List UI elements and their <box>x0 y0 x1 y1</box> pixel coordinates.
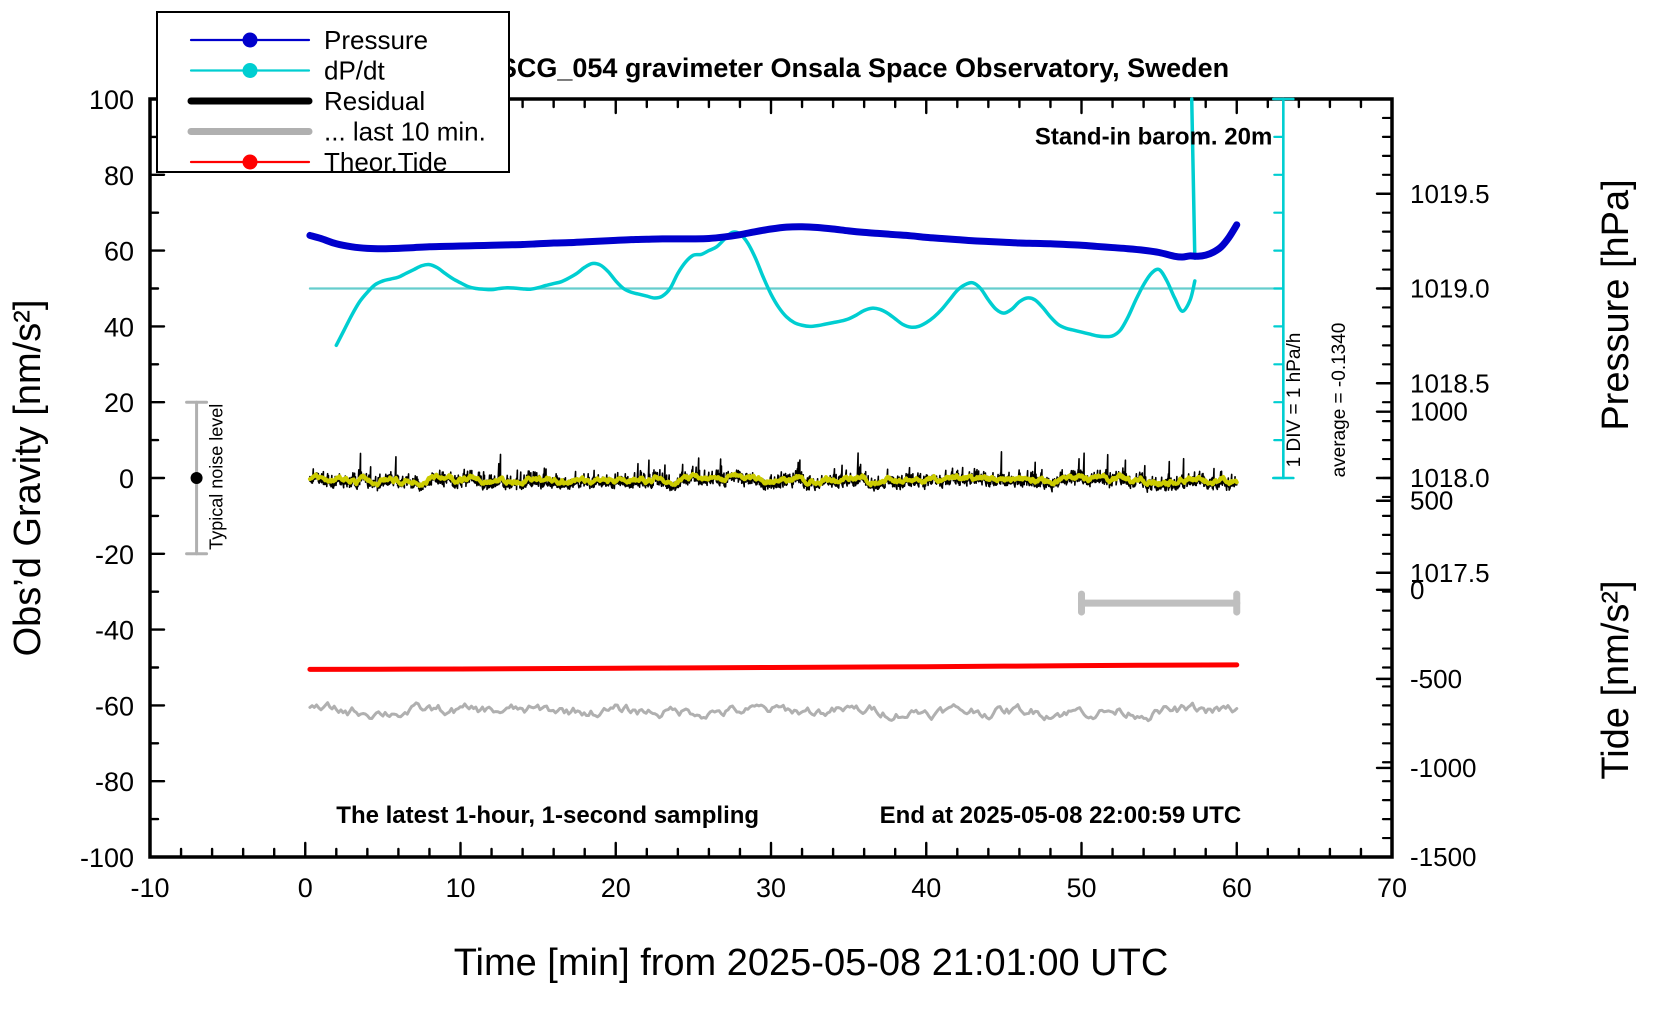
x-tick-label: 70 <box>1377 873 1407 903</box>
legend-label-1: dP/dt <box>324 56 385 86</box>
y-tick-label: -20 <box>95 540 134 570</box>
y-tick-label: -80 <box>95 767 134 797</box>
end-time-label: End at 2025-05-08 22:00:59 UTC <box>880 802 1242 829</box>
pressure-tick-label: 1018.0 <box>1410 463 1490 493</box>
tide-tick-label: 0 <box>1410 575 1424 605</box>
tide-tick-label: -1500 <box>1410 842 1477 872</box>
theor-tide-trace <box>307 662 1240 672</box>
x-tick-label: -10 <box>130 873 169 903</box>
chart-title: SCG_054 gravimeter Onsala Space Observat… <box>499 53 1229 83</box>
legend-label-4: Theor.Tide <box>324 147 447 177</box>
sampling-note-label: The latest 1-hour, 1-second sampling <box>336 802 759 829</box>
legend-label-2: Residual <box>324 86 425 116</box>
x-axis-title: Time [min] from 2025-05-08 21:01:00 UTC <box>454 942 1169 984</box>
tide-tick-label: -1000 <box>1410 753 1477 783</box>
y-tick-label: -60 <box>95 691 134 721</box>
y-tick-label: -100 <box>80 843 134 873</box>
dpdt-trace-spike <box>1189 97 1197 260</box>
tide-tick-label: 1000 <box>1410 397 1468 427</box>
tide-tick-label: 500 <box>1410 486 1453 516</box>
legend-marker-1 <box>242 63 258 78</box>
noise-errorbar-point <box>190 472 203 484</box>
residual-smoothed-trace <box>307 471 1239 488</box>
stand-in-barometer-label: Stand-in barom. 20m <box>1035 123 1272 150</box>
x-tick-label: 40 <box>911 873 941 903</box>
pressure-tick-label: 1019.5 <box>1410 179 1490 209</box>
y-axis-title-tide: Tide [nm/s²] <box>1595 580 1637 779</box>
legend-box <box>156 11 510 173</box>
legend-marker-4 <box>242 154 258 170</box>
legend-marker-0 <box>242 32 258 48</box>
pressure-tick-label: 1019.0 <box>1410 274 1490 304</box>
x-tick-label: 10 <box>445 873 475 903</box>
x-tick-label: 20 <box>601 873 631 903</box>
y-tick-label: 0 <box>119 464 134 494</box>
y-tick-label: 40 <box>104 312 134 342</box>
y-axis-title-pressure: Pressure [hPa] <box>1595 179 1637 430</box>
y-tick-label: 60 <box>104 237 134 267</box>
x-tick-label: 60 <box>1222 873 1252 903</box>
y-tick-label: 20 <box>104 388 134 418</box>
pressure-trace <box>306 221 1241 261</box>
x-tick-label: 0 <box>298 873 313 903</box>
y-tick-label: -40 <box>95 616 134 646</box>
tide-tick-label: -500 <box>1410 664 1462 694</box>
y-tick-label: 100 <box>89 85 134 115</box>
y-tick-label: 80 <box>104 161 134 191</box>
x-tick-label: 30 <box>756 873 786 903</box>
pressure-tick-label: 1018.5 <box>1410 368 1490 398</box>
legend-label-0: Pressure <box>324 25 428 55</box>
x-tick-label: 50 <box>1066 873 1096 903</box>
typical-noise-level-label: Typical noise level <box>207 404 227 550</box>
div-scale-label: 1 DIV = 1 hPa/h <box>1284 333 1305 468</box>
dpdt-average-label: average = -0.1340 <box>1329 323 1350 478</box>
last-10min-trace <box>308 701 1239 723</box>
legend-label-3: ... last 10 min. <box>324 117 486 147</box>
pressure-tick-label: 1017.5 <box>1410 558 1490 588</box>
y-axis-title: Obs’d Gravity [nm/s²] <box>7 300 49 657</box>
dpdt-trace <box>334 230 1197 348</box>
